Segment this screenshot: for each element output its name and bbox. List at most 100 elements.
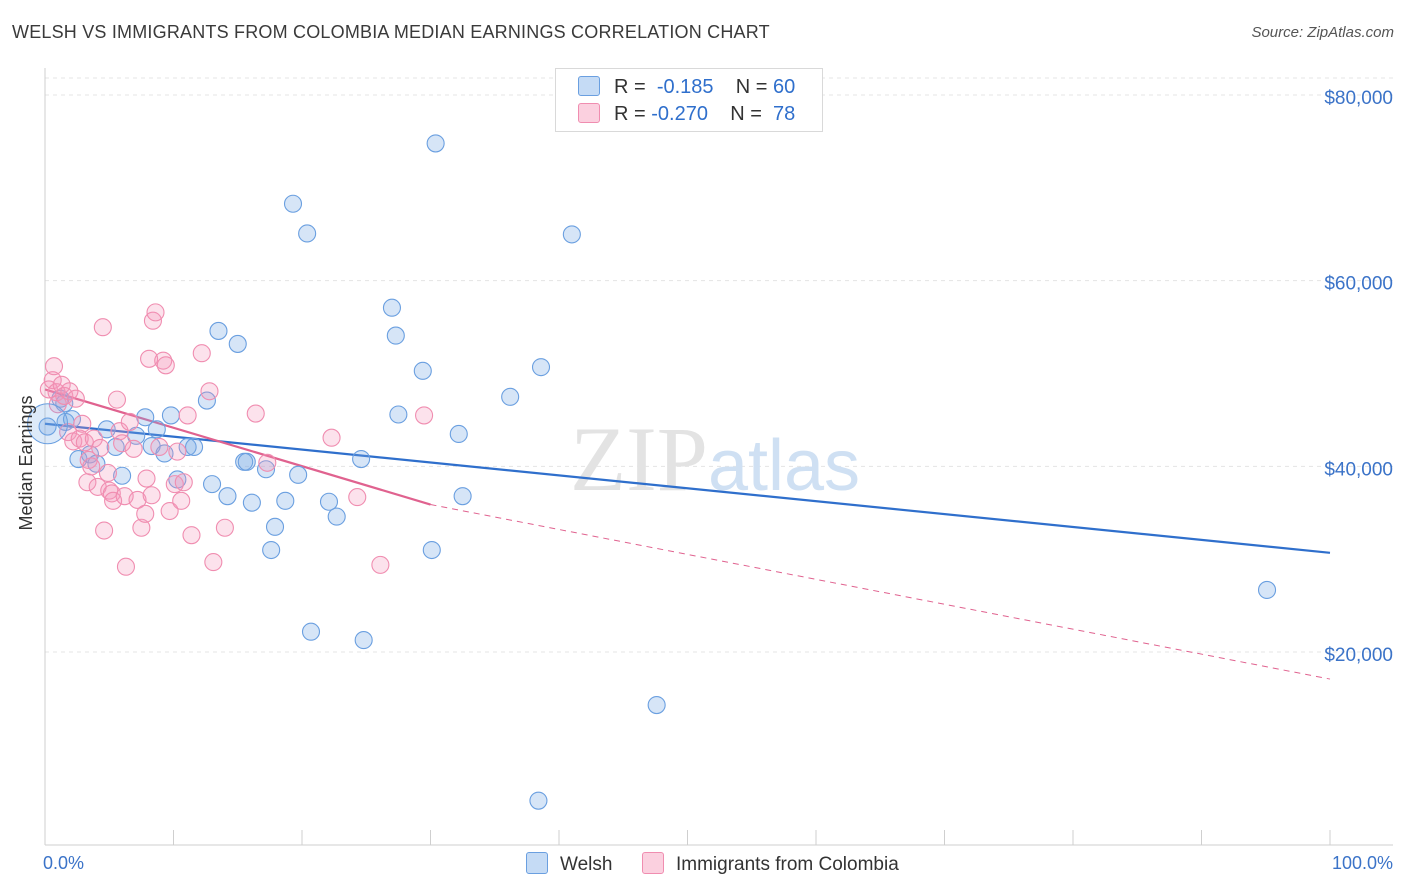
colombia-point [107,390,127,409]
colombia-n-value: 78 [773,103,796,125]
colombia-point [136,504,155,523]
welsh-point [562,225,581,244]
y-tick-label: $80,000 [1324,88,1393,109]
colombia-point [91,438,110,457]
legend-row-welsh: R = -0.185 N = 60 [578,76,795,99]
y-tick-label: $20,000 [1324,645,1393,666]
data-points [27,134,1277,810]
colombia-point [137,469,156,488]
colombia-point [348,488,367,507]
colombia-point [415,406,434,425]
welsh-point [327,507,346,526]
welsh-point [647,696,666,715]
colombia-point [322,428,341,447]
colombia-trendline-extension [430,504,1331,680]
colombia-point [160,501,179,521]
welsh-point [276,491,295,510]
colombia-point [95,521,114,540]
welsh-r-label: R = [614,76,646,98]
watermark-zip: ZIP [570,408,708,510]
colombia-point [200,382,219,401]
colombia-swatch-icon [578,103,600,123]
welsh-swatch-icon [578,76,600,96]
legend-item-colombia: Immigrants from Colombia [642,852,899,876]
colombia-point [150,437,169,457]
colombia-point [146,303,165,322]
welsh-point [501,387,520,406]
welsh-point [354,631,373,650]
colombia-point [59,423,78,442]
colombia-point [116,557,136,576]
colombia-point [156,356,175,375]
welsh-point [178,437,197,457]
colombia-point [84,429,103,448]
colombia-r-value: -0.270 [651,103,708,125]
welsh-point [289,465,308,484]
colombia-point [128,490,147,509]
colombia-point [246,404,265,423]
colombia-point [52,375,71,394]
welsh-point [38,417,57,436]
colombia-point [182,526,201,545]
welsh-point [298,224,317,243]
colombia-point [174,473,193,492]
y-axis-title: Median Earnings [16,395,36,530]
welsh-point [301,622,321,641]
colombia-point [44,357,64,376]
colombia-point [140,349,159,368]
welsh-r-value: -0.185 [656,76,714,98]
colombia-point [60,382,79,401]
welsh-legend-icon [526,852,548,874]
legend-label-colombia: Immigrants from Colombia [676,854,899,875]
welsh-point [256,460,276,479]
colombia-point [43,371,62,390]
colombia-point [66,389,85,408]
welsh-point [352,449,371,469]
x-tick-label-min: 0.0% [43,853,84,873]
welsh-point [389,405,408,424]
welsh-point [426,134,445,153]
y-tick-labels: $20,000 $40,000 $60,000 $80,000 [1324,88,1393,666]
colombia-point [124,439,143,458]
colombia-point [104,491,123,510]
welsh-point [147,420,166,439]
source-label: Source: ZipAtlas.com [1251,24,1394,41]
colombia-point [172,491,191,510]
welsh-point [113,466,132,485]
welsh-point [413,361,432,380]
welsh-point [319,492,339,511]
colombia-point [371,555,390,574]
grid-lines [45,77,1393,653]
welsh-point [386,326,405,345]
colombia-n-label: N = [730,103,762,125]
welsh-point [453,487,472,506]
welsh-cluster-point [27,403,69,445]
welsh-point [422,540,441,560]
legend-label-welsh: Welsh [560,854,613,875]
welsh-point [1257,580,1277,599]
legend-row-colombia: R = -0.270 N = 78 [578,103,795,126]
welsh-point [529,791,548,810]
watermark: ZIPatlas [570,408,860,510]
colombia-point [98,463,118,483]
welsh-n-label: N = [735,76,768,98]
colombia-point [178,406,197,425]
welsh-trendline [44,422,1331,554]
colombia-point [258,453,277,472]
legend-item-welsh: Welsh [526,852,612,876]
y-tick-label: $40,000 [1324,459,1393,480]
welsh-point [382,298,402,317]
welsh-point [265,517,285,536]
welsh-point [449,424,468,444]
colombia-point [215,518,234,537]
stats-legend: R = -0.185 N = 60 R = -0.270 N = 78 [555,68,823,132]
chart-title: WELSH VS IMMIGRANTS FROM COLOMBIA MEDIAN… [12,22,770,42]
colombia-point [120,412,139,431]
welsh-point [262,540,281,560]
colombia-point [204,553,223,572]
y-tick-label: $60,000 [1324,274,1393,295]
welsh-point [161,406,180,425]
welsh-point [218,487,237,506]
x-tick-label-max: 100.0% [1332,853,1393,873]
